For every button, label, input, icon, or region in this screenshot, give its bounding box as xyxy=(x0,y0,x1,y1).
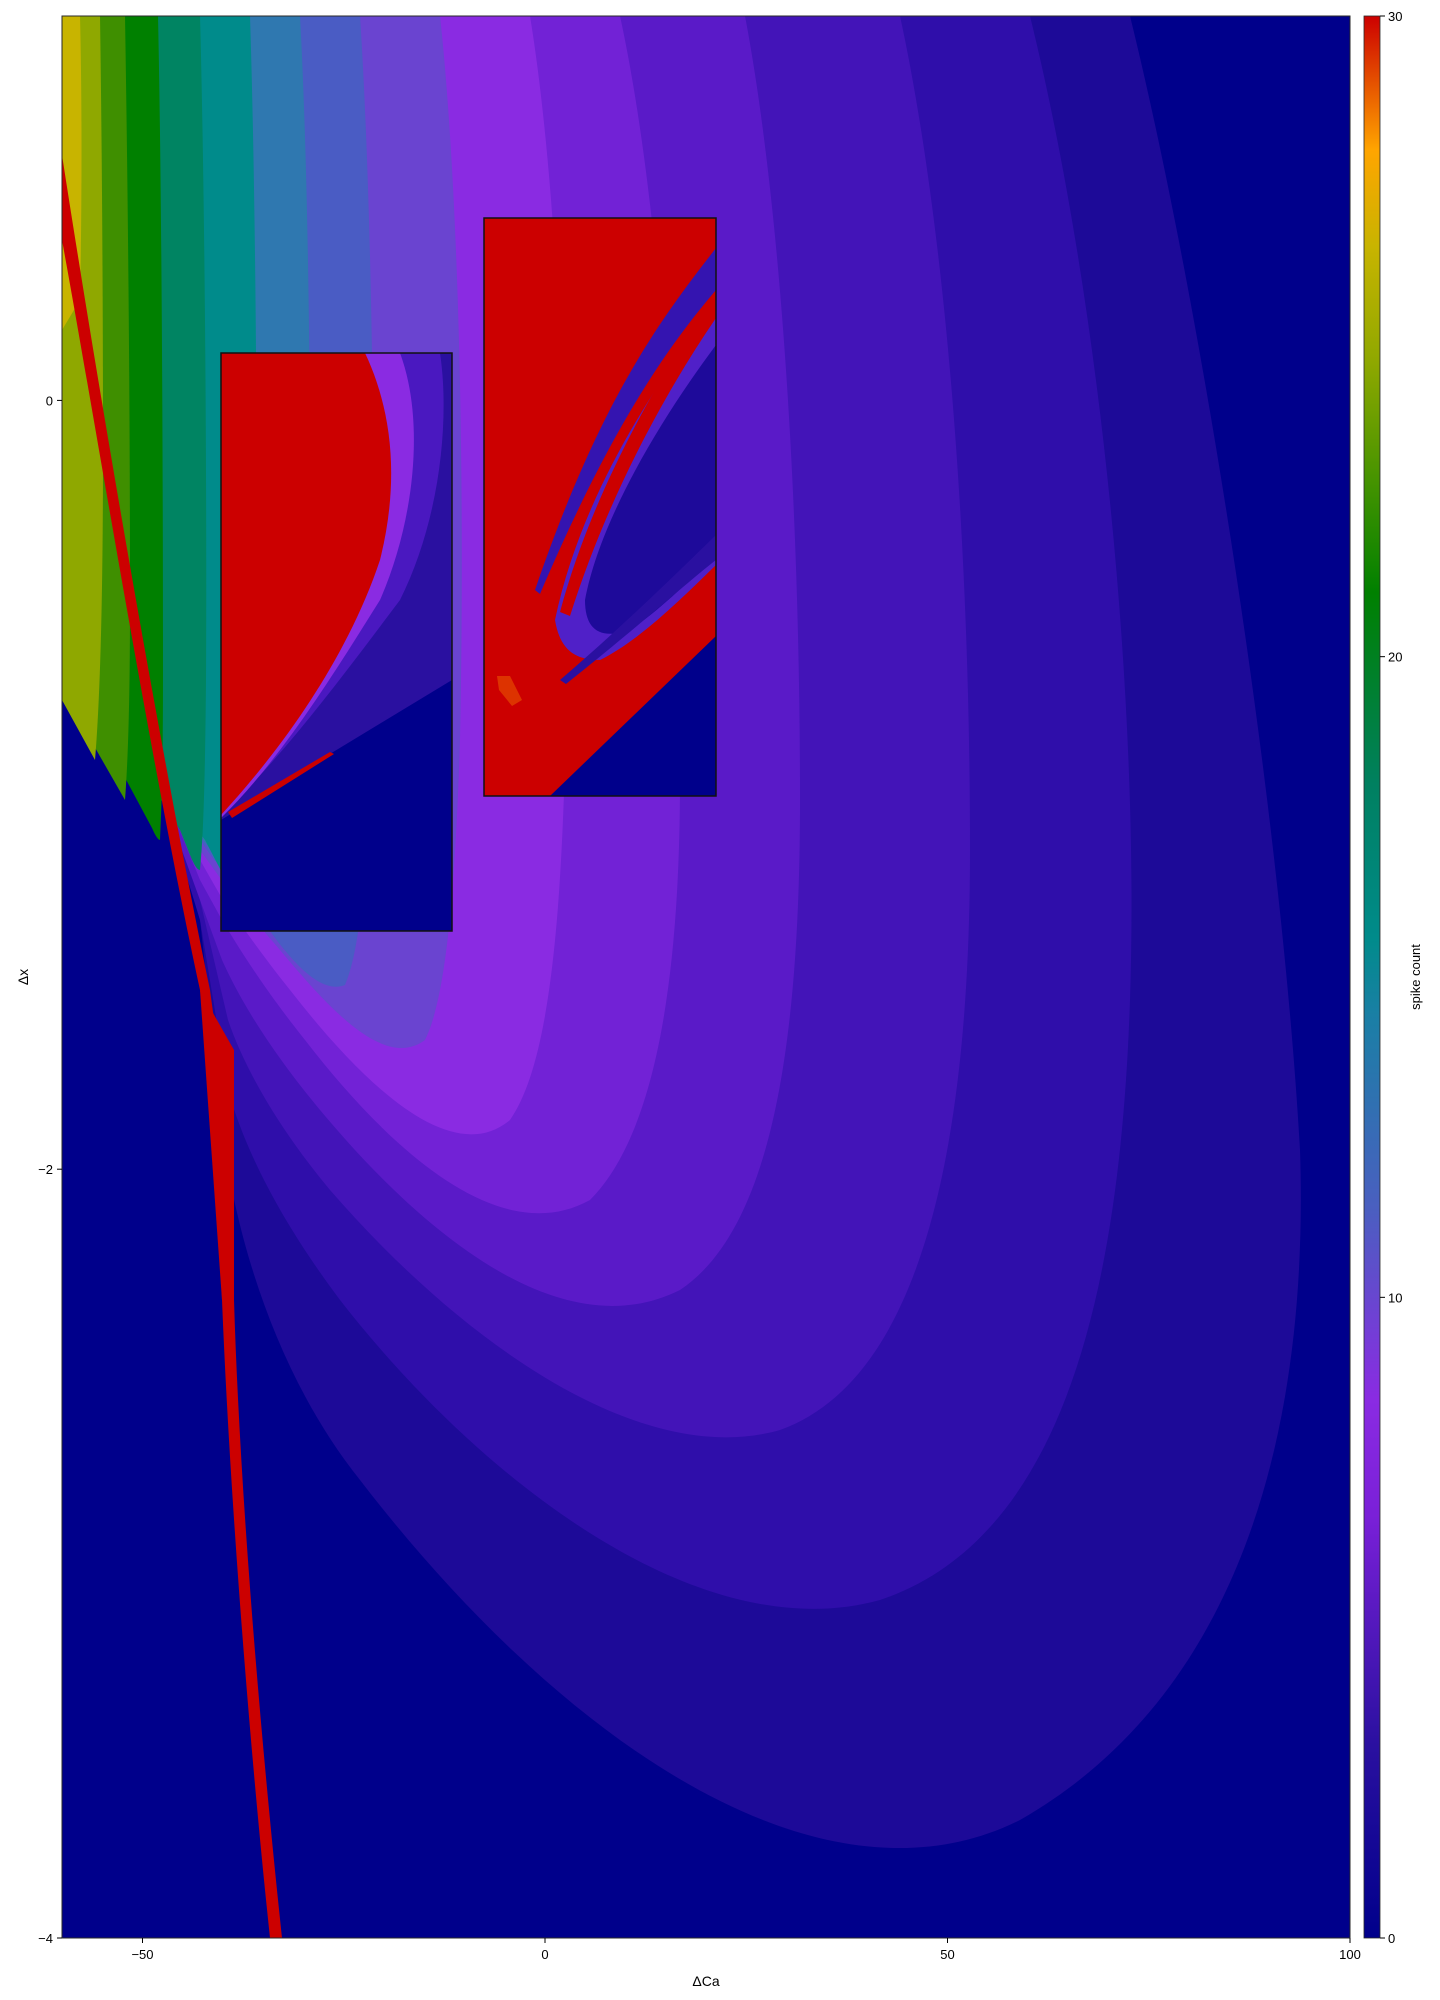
inset-zoom-right xyxy=(483,217,717,797)
colorbar-gradient xyxy=(1363,15,1381,1939)
colorbar-tick-label: 20 xyxy=(1388,650,1402,665)
colorbar-label: spike count xyxy=(1408,944,1423,1010)
colorbar-ticks: 0 10 20 30 xyxy=(1380,9,1402,1946)
inset2-orange-spot xyxy=(497,676,522,706)
inset-zoom-left xyxy=(220,352,453,932)
x-axis: −50 0 50 100 xyxy=(131,1938,1361,1962)
inset1-red-streak xyxy=(228,752,334,818)
inset2-thin-band xyxy=(560,535,716,684)
colorbar xyxy=(1363,15,1381,1939)
colorbar-tick-label: 10 xyxy=(1388,1290,1402,1305)
x-tick-label: 0 xyxy=(541,1947,548,1962)
y-tick-label: 0 xyxy=(46,393,53,408)
x-tick-label: 50 xyxy=(940,1947,954,1962)
x-axis-label: ΔCa xyxy=(692,1973,719,1989)
inset2-red-ridge xyxy=(560,292,716,616)
y-tick-label: −4 xyxy=(38,1931,53,1946)
y-axis-label: Δx xyxy=(15,969,31,985)
y-axis: −4 −2 0 xyxy=(38,393,62,1946)
x-tick-label: −50 xyxy=(131,1947,153,1962)
colorbar-tick-label: 0 xyxy=(1388,1931,1395,1946)
region-saturated-edge-tail xyxy=(200,990,234,1300)
region-saturated-edge xyxy=(62,155,282,1938)
inset1-saturated xyxy=(221,353,392,815)
colorbar-tick-label: 30 xyxy=(1388,9,1402,24)
y-tick-label: −2 xyxy=(38,1162,53,1177)
x-tick-label: 100 xyxy=(1339,1947,1361,1962)
inset2-tongue-core xyxy=(585,345,716,634)
inset2-outer-tongue xyxy=(535,248,716,594)
inset2-quiescent xyxy=(550,636,716,796)
plot-frame xyxy=(61,15,1351,1939)
